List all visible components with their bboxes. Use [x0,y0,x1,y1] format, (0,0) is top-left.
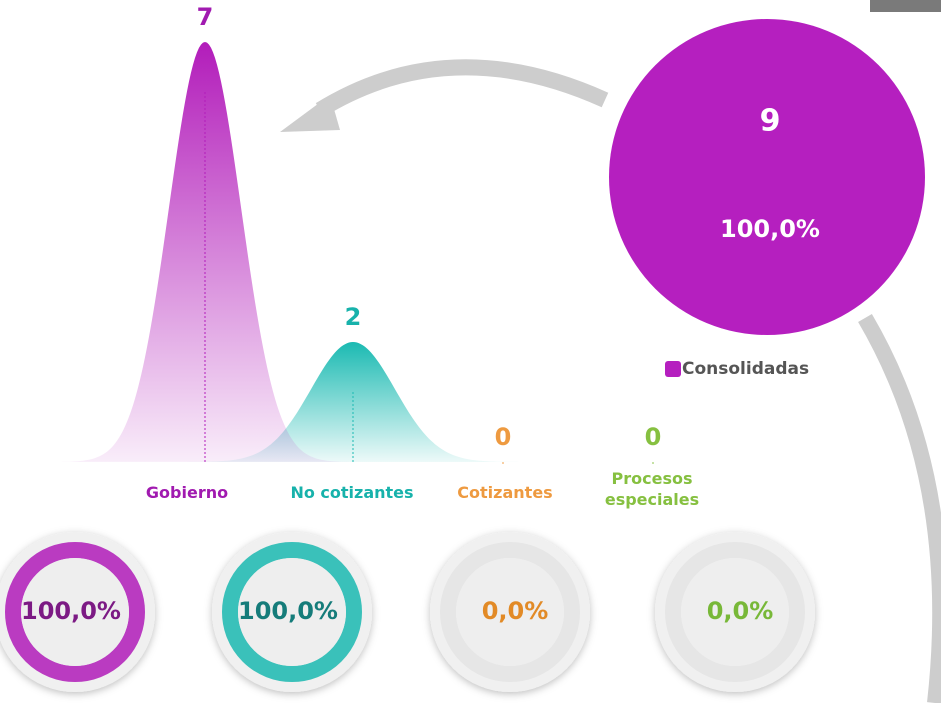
donut: 100,0% [212,532,372,692]
peak-value: 7 [197,3,214,31]
category-label: Gobierno [145,483,229,502]
arrow-head [280,95,340,132]
donut-track [665,542,805,682]
peak-group: 7 [61,3,349,464]
total-circle [609,19,925,335]
total-value: 9 [760,104,781,139]
peak-group: 2 [185,303,521,464]
peak-group: 0 [495,423,512,464]
donut-percentage: 0,0% [482,597,549,625]
donut-inner [456,558,564,666]
peak-value: 0 [645,423,662,451]
donut: 0,0% [655,532,815,692]
category-label: Procesos especiales [604,469,700,509]
category-label: Cotizantes [457,483,553,502]
donut-inner [681,558,789,666]
legend-label: Consolidadas [682,359,809,379]
category-label: No cotizantes [290,483,414,502]
donut-inner [238,558,346,666]
peak [61,42,349,462]
donut-inner [21,558,129,666]
arrow [858,313,941,703]
peak-value: 2 [345,303,362,331]
legend-swatch [665,361,681,377]
peak-value: 0 [495,423,512,451]
corner-tab [870,0,941,12]
donut: 0,0% [430,532,590,692]
donut-arc [5,542,145,682]
peak-group: 0 [645,423,662,464]
arrow [315,59,609,117]
total-percentage: 100,0% [720,215,820,243]
donut-percentage: 100,0% [238,597,338,625]
donut-arc [222,542,362,682]
donut-track [440,542,580,682]
donut: 100,0% [0,532,155,692]
donut-percentage: 100,0% [21,597,121,625]
donut-percentage: 0,0% [707,597,774,625]
